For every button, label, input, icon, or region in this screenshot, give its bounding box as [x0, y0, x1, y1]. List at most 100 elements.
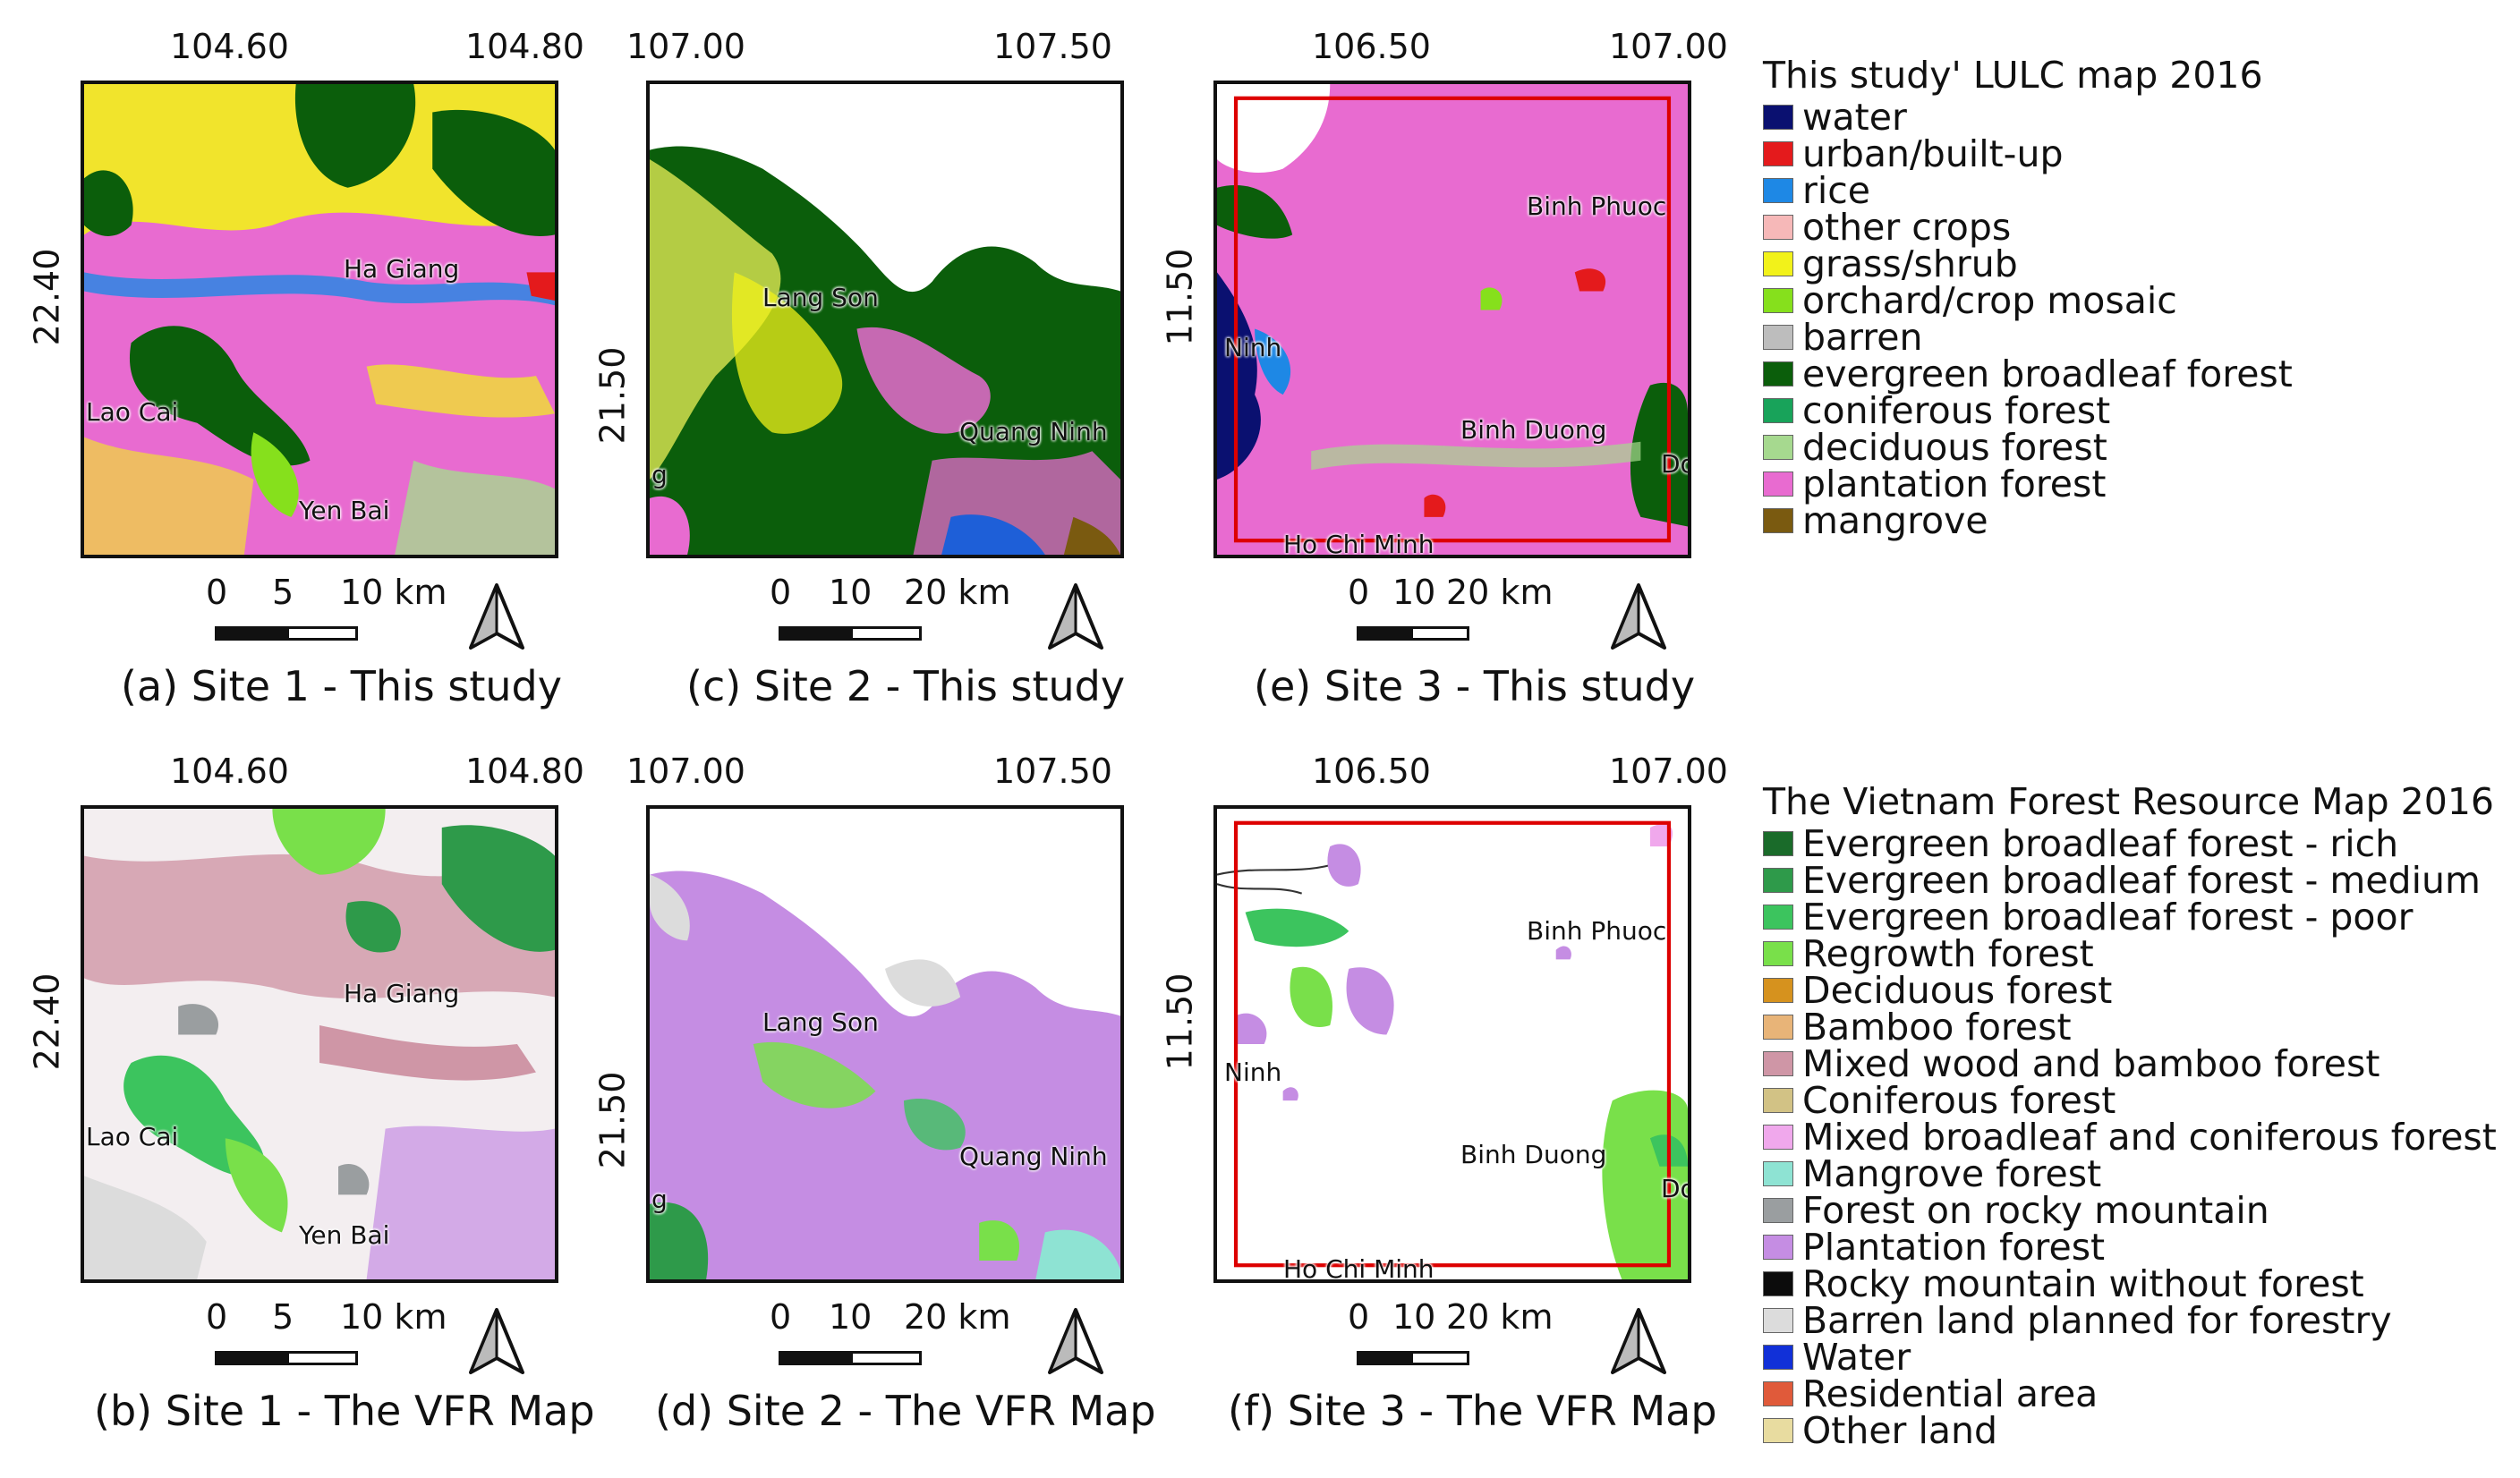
legend-swatch: [1763, 1380, 1793, 1406]
top-tick-right: 104.80: [465, 752, 584, 791]
place-label: Quang Ninh: [959, 1142, 1108, 1171]
left-tick: 21.50: [592, 346, 633, 445]
scale-bar-light: [286, 1351, 358, 1365]
panel-b: 104.60 104.80 22.40 Ha Giang Lao Cai Yen…: [27, 725, 594, 1440]
north-arrow-icon: [469, 583, 524, 650]
scale-bar-dark: [215, 1351, 286, 1365]
legend-swatch: [1763, 1124, 1793, 1150]
scale-bar-light: [1410, 1351, 1469, 1365]
legend-item: Plantation forest: [1763, 1226, 2497, 1269]
map-site2-study[interactable]: Lang Son Quang Ninh g: [646, 81, 1124, 558]
legend-label: Forest on rocky mountain: [1802, 1188, 2269, 1232]
scale-label: 0: [770, 1297, 792, 1337]
legend-item: Coniferous forest: [1763, 1079, 2497, 1122]
map-site2-vfr[interactable]: Lang Son Quang Ninh g: [646, 805, 1124, 1283]
legend-item: Other land: [1763, 1409, 2497, 1452]
scale-label: 0: [770, 573, 792, 612]
top-tick-right: 107.50: [993, 27, 1112, 66]
legend-item: Forest on rocky mountain: [1763, 1189, 2497, 1232]
map-site3-study[interactable]: Binh Phuoc Ninh Binh Duong Ho Chi Minh D…: [1213, 81, 1691, 558]
legend-vfr: The Vietnam Forest Resource Map 2016 Eve…: [1763, 780, 2497, 1452]
scale-label: 10: [829, 573, 873, 612]
north-arrow-icon: [1048, 583, 1103, 650]
legend-label: Plantation forest: [1802, 1225, 2106, 1269]
place-label: Ho Chi Minh: [1283, 1254, 1435, 1283]
place-label: Lang Son: [762, 283, 879, 312]
north-arrow-icon: [1611, 1308, 1666, 1374]
scale-label: 0: [206, 1297, 228, 1337]
place-label: Yen Bai: [299, 496, 390, 525]
place-label: Quang Ninh: [959, 417, 1108, 446]
scale-bar: 0 10 20 km: [770, 1297, 1047, 1405]
legend-item: Evergreen broadleaf forest - rich: [1763, 822, 2497, 865]
scale-label: 20 km: [1446, 1297, 1554, 1337]
legend-item: plantation forest: [1763, 463, 2293, 505]
legend-item: urban/built-up: [1763, 132, 2293, 175]
legend-item: Bamboo forest: [1763, 1006, 2497, 1049]
legend-swatch: [1763, 1087, 1793, 1113]
caption: (c) Site 2 - This study: [686, 662, 1126, 710]
legend-swatch: [1763, 1050, 1793, 1076]
panel-a: 104.60 104.80 22.40 Ha Giang Lao Cai Yen…: [27, 0, 584, 716]
place-label: g: [651, 1185, 668, 1214]
scale-bar-dark: [215, 626, 286, 641]
north-arrow-icon: [1611, 583, 1666, 650]
legend-swatch: [1763, 1344, 1793, 1370]
panel-f: 106.50 107.00 11.50 Binh Phuoc Ninh Binh…: [1160, 725, 1728, 1440]
scale-bar: 0 10 20 km: [1348, 1297, 1625, 1405]
legend-item: Water: [1763, 1336, 2497, 1379]
legend-swatch: [1763, 1307, 1793, 1333]
legend-label: Coniferous forest: [1802, 1078, 2116, 1122]
top-tick-left: 106.50: [1312, 752, 1431, 791]
legend-item: other crops: [1763, 206, 2293, 249]
left-tick: 11.50: [1160, 973, 1200, 1071]
legend-swatch: [1763, 140, 1793, 166]
top-tick-left: 104.60: [170, 27, 289, 66]
place-label: Ha Giang: [344, 979, 460, 1008]
legend-label: rice: [1802, 168, 1871, 212]
legend-item: Residential area: [1763, 1372, 2497, 1415]
legend-label: Deciduous forest: [1802, 968, 2113, 1012]
legend-label: Mixed wood and bamboo forest: [1802, 1041, 2380, 1085]
top-tick-right: 104.80: [465, 27, 584, 66]
legend-item: mangrove: [1763, 499, 2293, 542]
legend-swatch: [1763, 830, 1793, 856]
scale-label: 10: [1392, 573, 1436, 612]
top-tick-left: 107.00: [626, 752, 745, 791]
legend-swatch: [1763, 977, 1793, 1003]
map-site1-study[interactable]: Ha Giang Lao Cai Yen Bai: [81, 81, 558, 558]
legend-item: grass/shrub: [1763, 242, 2293, 285]
legend-label: urban/built-up: [1802, 132, 2064, 175]
scale-label: 20 km: [1446, 573, 1554, 612]
legend-items: water urban/built-up rice other crops grass/…: [1763, 96, 2293, 542]
map-site1-vfr[interactable]: Ha Giang Lao Cai Yen Bai: [81, 805, 558, 1283]
place-label: Ha Giang: [344, 254, 460, 284]
place-label: Do: [1661, 1174, 1688, 1203]
place-label: Binh Phuoc: [1527, 916, 1667, 946]
legend-swatch: [1763, 904, 1793, 930]
scale-label: 10 km: [340, 1297, 447, 1337]
panel-e: 106.50 107.00 11.50 Binh Phuoc Ninh Binh…: [1160, 0, 1728, 716]
place-label: Lao Cai: [86, 1122, 179, 1151]
scale-label: 0: [206, 573, 228, 612]
legend-label: Rocky mountain without forest: [1802, 1261, 2364, 1305]
legend-label: Evergreen broadleaf forest - medium: [1802, 858, 2481, 902]
scale-bar-light: [1410, 626, 1469, 641]
legend-swatch: [1763, 287, 1793, 313]
legend-item: Regrowth forest: [1763, 932, 2497, 975]
scale-bar-light: [286, 626, 358, 641]
scale-bar-light: [850, 626, 922, 641]
legend-title: The Vietnam Forest Resource Map 2016: [1763, 780, 2495, 823]
legend-item: Mixed wood and bamboo forest: [1763, 1041, 2497, 1085]
scale-label: 10: [1392, 1297, 1436, 1337]
legend-label: other crops: [1802, 205, 2012, 249]
top-tick-left: 104.60: [170, 752, 289, 791]
legend-item: Barren land planned for forestry: [1763, 1299, 2497, 1342]
legend-label: evergreen broadleaf forest: [1802, 352, 2293, 395]
top-tick-right: 107.00: [1609, 752, 1728, 791]
legend-swatch: [1763, 177, 1793, 203]
map-site3-vfr[interactable]: Binh Phuoc Ninh Binh Duong Ho Chi Minh D…: [1213, 805, 1691, 1283]
legend-item: Mangrove forest: [1763, 1152, 2497, 1195]
legend-label: deciduous forest: [1802, 425, 2107, 469]
scale-label: 5: [272, 573, 294, 612]
